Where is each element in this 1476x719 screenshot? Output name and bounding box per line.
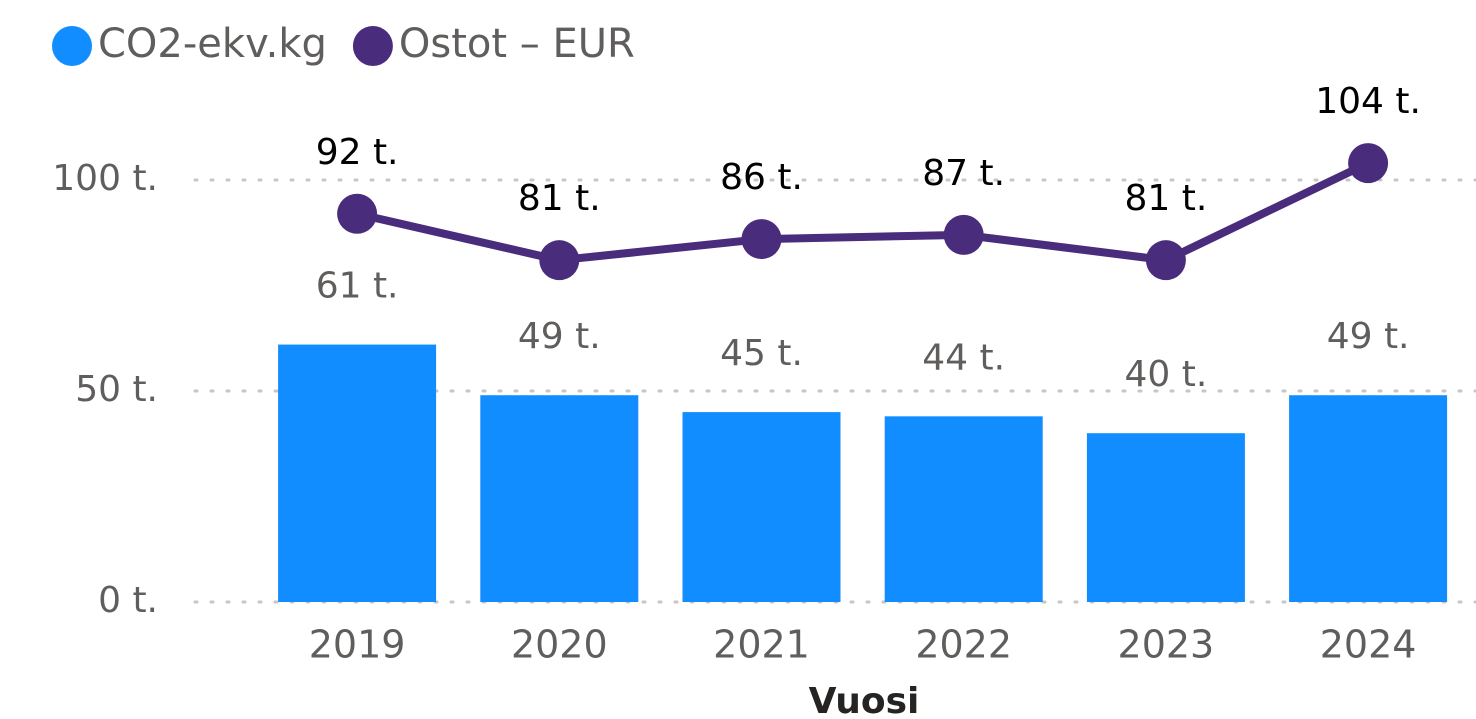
line-marker (1348, 143, 1389, 184)
x-axis-title: Vuosi (809, 681, 920, 719)
legend-label: CO2-ekv.kg (98, 21, 327, 67)
bar (682, 412, 841, 602)
bar (1289, 395, 1448, 602)
legend-marker (352, 26, 393, 66)
line-value-label: 104 t. (1315, 81, 1421, 122)
legend-label: Ostot – EUR (399, 21, 635, 67)
line (356, 159, 1370, 265)
x-tick-label: 2023 (1118, 623, 1215, 667)
bar-value-label: 61 t. (316, 266, 399, 307)
bar-value-label: 44 t. (922, 337, 1005, 378)
line-value-label: 87 t. (922, 153, 1005, 194)
x-tick-label: 2021 (713, 623, 810, 667)
bar-value-label: 40 t. (1124, 354, 1207, 395)
x-tick-label: 2024 (1320, 623, 1417, 667)
line-marker (741, 219, 782, 260)
bar (1086, 433, 1245, 602)
line-marker (943, 214, 984, 255)
x-tick-label: 2020 (511, 623, 608, 667)
line-value-label: 81 t. (1124, 178, 1207, 219)
bar (480, 395, 639, 602)
y-tick-label: 0 t. (98, 580, 158, 621)
x-tick-label: 2019 (309, 623, 406, 667)
bar-value-label: 45 t. (720, 333, 803, 374)
bar-value-label: 49 t. (1327, 316, 1410, 357)
bar (884, 416, 1043, 602)
y-tick-label: 50 t. (75, 369, 158, 410)
x-tick-label: 2022 (915, 623, 1012, 667)
line-marker (539, 240, 580, 281)
bar (278, 344, 437, 602)
line-marker (1145, 240, 1186, 281)
y-tick-label: 100 t. (52, 158, 158, 199)
line-marker (337, 193, 378, 234)
line-value-label: 86 t. (720, 157, 803, 198)
line-value-label: 81 t. (518, 178, 601, 219)
bar-value-label: 49 t. (518, 316, 601, 357)
legend-marker (52, 26, 92, 66)
line-value-label: 92 t. (316, 132, 399, 173)
